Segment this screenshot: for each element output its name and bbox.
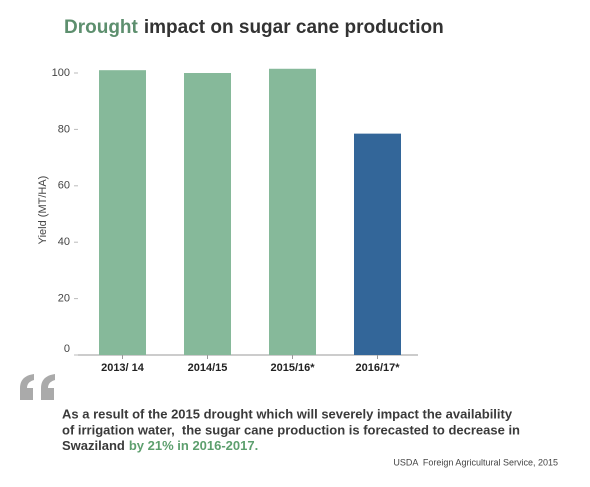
y-tick-label: 20 bbox=[58, 293, 70, 305]
y-tick-label: 40 bbox=[58, 236, 70, 248]
quote-highlight: by 21% in 2016-2017. bbox=[129, 438, 258, 453]
source: USDA Foreign Agricultural Service, 2015 bbox=[393, 457, 558, 467]
quote-text: Swaziland bbox=[62, 438, 125, 453]
x-tick-label: 2013/ 14 bbox=[101, 362, 145, 374]
quote-line: Swaziland by 21% in 2016-2017. bbox=[62, 438, 258, 453]
bar bbox=[184, 73, 231, 355]
bar bbox=[269, 68, 316, 356]
title-highlight: Drought bbox=[64, 17, 139, 38]
chart-title: Drought impact on sugar cane production bbox=[64, 17, 444, 38]
bar bbox=[354, 133, 401, 355]
bar bbox=[99, 70, 146, 356]
quote-line: As a result of the 2015 drought which wi… bbox=[62, 406, 513, 421]
y-tick-label: 100 bbox=[52, 67, 70, 79]
x-tick-label: 2014/15 bbox=[188, 362, 228, 374]
x-tick-label: 2015/16* bbox=[270, 362, 315, 374]
quote-mark bbox=[20, 374, 55, 400]
y-axis-label: Yield (MT/HA) bbox=[37, 176, 49, 245]
x-tick-label: 2016/17* bbox=[355, 362, 400, 374]
y-tick-label: 60 bbox=[58, 180, 70, 192]
quote-line: of irrigation water, the sugar cane prod… bbox=[62, 422, 520, 437]
y-tick-label: 80 bbox=[58, 123, 70, 135]
title-rest: impact on sugar cane production bbox=[144, 17, 444, 38]
y-tick-label: 0 bbox=[64, 343, 70, 355]
